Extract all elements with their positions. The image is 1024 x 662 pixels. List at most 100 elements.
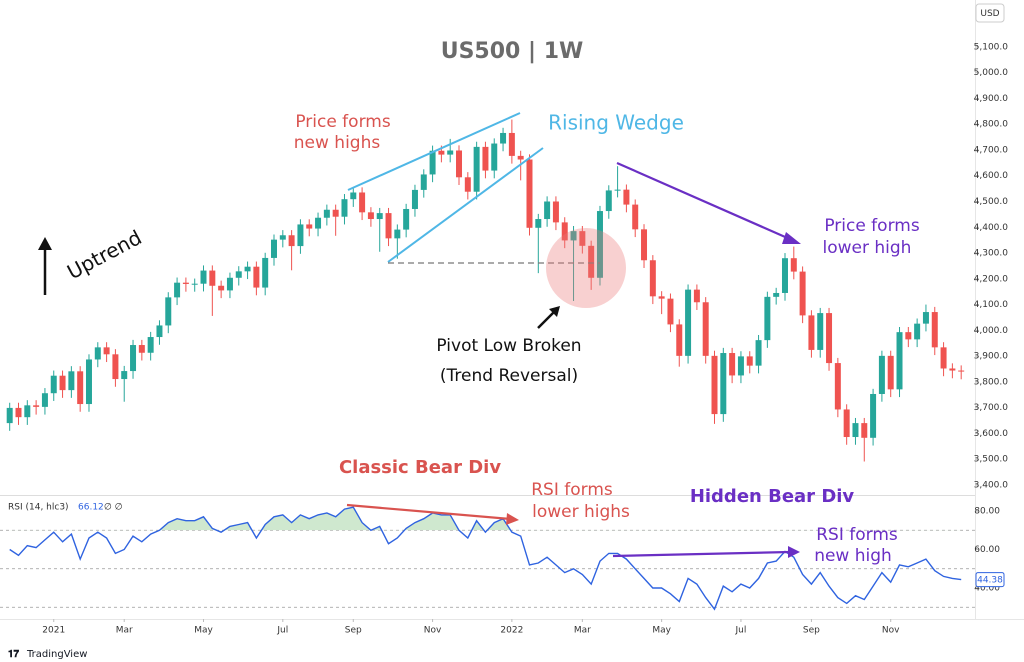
candle-body — [138, 345, 145, 353]
candle-body — [729, 353, 736, 376]
annotation: Classic Bear Div — [339, 457, 501, 478]
y-tick-label: 3,500.0 — [974, 455, 1009, 465]
candle-body — [817, 313, 824, 350]
lower-high-arrow — [616, 161, 793, 242]
y-tick-label: 4,600.0 — [974, 171, 1009, 181]
candle-body — [693, 289, 700, 303]
candle-body — [464, 177, 471, 192]
x-tick-label: 2021 — [42, 626, 65, 636]
y-tick-label: 3,800.0 — [974, 377, 1009, 387]
candle-body — [623, 189, 630, 205]
currency-box — [975, 3, 1005, 23]
candle-body — [271, 239, 277, 258]
candle-body — [658, 296, 665, 299]
annotation: lower highs — [532, 502, 630, 522]
candle-body — [605, 190, 612, 212]
candle-body — [200, 270, 207, 284]
candle-body — [570, 231, 577, 241]
candle-body — [834, 363, 841, 410]
candle-body — [367, 212, 374, 220]
x-tick-label: May — [652, 626, 671, 636]
y-tick-label: 4,500.0 — [974, 197, 1009, 207]
candle-body — [59, 375, 66, 391]
annotation: Price forms — [295, 112, 391, 132]
candle-body — [878, 355, 885, 394]
candle-body — [632, 204, 639, 230]
candle-body — [112, 354, 119, 380]
hidden-div-arrow — [612, 550, 791, 558]
indicator-value: 66.12 — [78, 503, 104, 513]
candle-body — [746, 356, 753, 366]
candle-body — [676, 324, 683, 356]
annotation: new highs — [294, 133, 381, 153]
x-tick-label: Jul — [735, 626, 747, 636]
candle-body — [799, 271, 806, 316]
x-tick-label: May — [194, 626, 213, 636]
y-tick-label: 60.00 — [974, 545, 1000, 555]
candle-body — [887, 355, 894, 390]
candle-body — [596, 211, 603, 278]
uptrend-arrowhead — [38, 237, 52, 250]
candle-body — [103, 347, 110, 355]
candle-body — [914, 323, 921, 340]
x-tick-label: 2022 — [500, 626, 523, 636]
price-pane: 3,400.0 3,500.0 3,600.0 3,700.0 3,800.0 3,900… — [6, 42, 1009, 490]
x-tick-label: Jul — [276, 626, 288, 636]
candle-body — [526, 159, 533, 228]
x-tick-label: Sep — [345, 626, 362, 636]
x-tick-label: Nov — [424, 626, 442, 636]
candle-body — [949, 368, 956, 371]
candle-body — [641, 229, 648, 261]
classic-div-arrowhead — [506, 513, 519, 525]
candle-body — [429, 150, 436, 175]
candle-body — [15, 407, 22, 418]
annotation: RSI forms — [816, 525, 898, 545]
candle-body — [447, 150, 454, 155]
rsi-pane: 40.00 60.00 80.00 2021 Mar May Jul Sep Nov 2022 Ma… — [0, 506, 1005, 636]
candle-body — [226, 277, 233, 291]
candle-body — [482, 146, 489, 171]
y-tick-label: 4,800.0 — [974, 120, 1009, 130]
candle-body — [790, 258, 797, 272]
candle-body — [68, 371, 75, 391]
x-tick-label: Nov — [882, 626, 900, 636]
candle-body — [552, 201, 559, 223]
candle-body — [50, 375, 57, 394]
overbought-fill — [159, 507, 511, 531]
candle-body — [218, 285, 225, 291]
candle-body — [174, 282, 181, 298]
candle-body — [438, 150, 445, 155]
candle-body — [535, 219, 542, 228]
candle-body — [33, 405, 40, 407]
brand: TradingView — [26, 649, 87, 660]
y-tick-label: 4,100.0 — [974, 300, 1009, 310]
candle-body — [843, 409, 850, 438]
candle-body — [922, 312, 929, 324]
candle-body — [85, 359, 92, 405]
candle-body — [579, 231, 586, 246]
candle-body — [737, 356, 744, 376]
candle-body — [508, 132, 515, 156]
candle-body — [403, 208, 410, 230]
annotation: RSI forms — [531, 480, 613, 500]
candle-body — [808, 315, 815, 350]
annotation: Price forms — [824, 216, 920, 236]
candle-body — [861, 423, 868, 438]
wedge-upper — [347, 112, 521, 191]
y-tick-label: 3,400.0 — [974, 480, 1009, 490]
candle-body — [235, 271, 242, 278]
candle-body — [147, 337, 154, 353]
y-tick-label: 3,900.0 — [974, 352, 1009, 362]
candle-body — [544, 201, 551, 220]
candle-body — [244, 266, 251, 272]
candle-body — [411, 189, 418, 209]
candle-body — [24, 405, 31, 418]
candle-body — [755, 340, 762, 366]
candle-body — [764, 296, 771, 341]
pivot-arrow — [537, 311, 555, 329]
annotation: (Trend Reversal) — [440, 366, 578, 386]
candle-body — [958, 370, 965, 372]
chart-title: US500 | 1W — [441, 39, 584, 64]
y-tick-label: 5,100.0 — [974, 42, 1009, 52]
